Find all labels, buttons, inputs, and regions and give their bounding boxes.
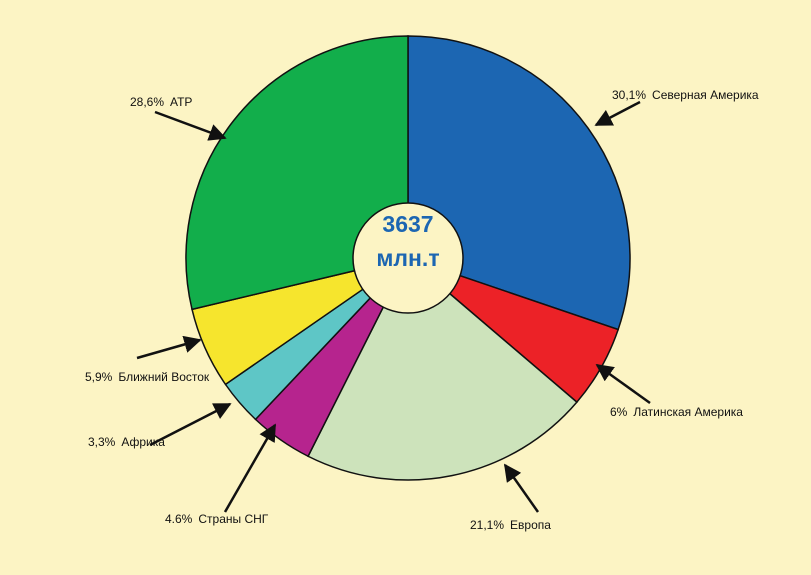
category-label: АТР [170,95,192,109]
label-arrow [503,463,540,513]
pie [185,35,631,481]
value-label: 28,6% [130,95,164,109]
category-label: Латинская Америка [633,405,743,419]
value-label: 5,9% [85,370,113,384]
value-label: 30,1% [612,88,646,102]
slice-label: 21,1% Европа [470,518,551,532]
label-arrow [149,402,232,447]
label-arrow [595,363,651,405]
category-label: Страны СНГ [198,512,268,526]
category-label: Европа [510,518,551,532]
label-arrow [154,110,227,141]
label-arrow [223,423,277,513]
slice-label: 28,6% АТР [130,95,192,109]
center-value: 3637 [382,211,433,237]
category-label: Африка [121,435,165,449]
slice-label: 5,9% Ближний Восток [85,370,210,384]
category-label: Северная Америка [652,88,759,102]
value-label: 21,1% [470,518,504,532]
label-arrow [136,335,202,360]
slice-label: 3,3% Африка [88,435,165,449]
value-label: 6% [610,405,628,419]
category-label: Ближний Восток [118,370,210,384]
slice-label: 30,1% Северная Америка [612,88,759,102]
label-arrow [594,100,641,127]
slice [185,35,409,311]
slice [307,256,578,481]
slice-label: 4.6% Страны СНГ [165,512,269,526]
donut-hole [352,202,464,314]
slice-label: 6% Латинская Америка [610,405,743,419]
value-label: 4.6% [165,512,193,526]
value-label: 3,3% [88,435,116,449]
center-unit: млн.т [376,245,439,271]
